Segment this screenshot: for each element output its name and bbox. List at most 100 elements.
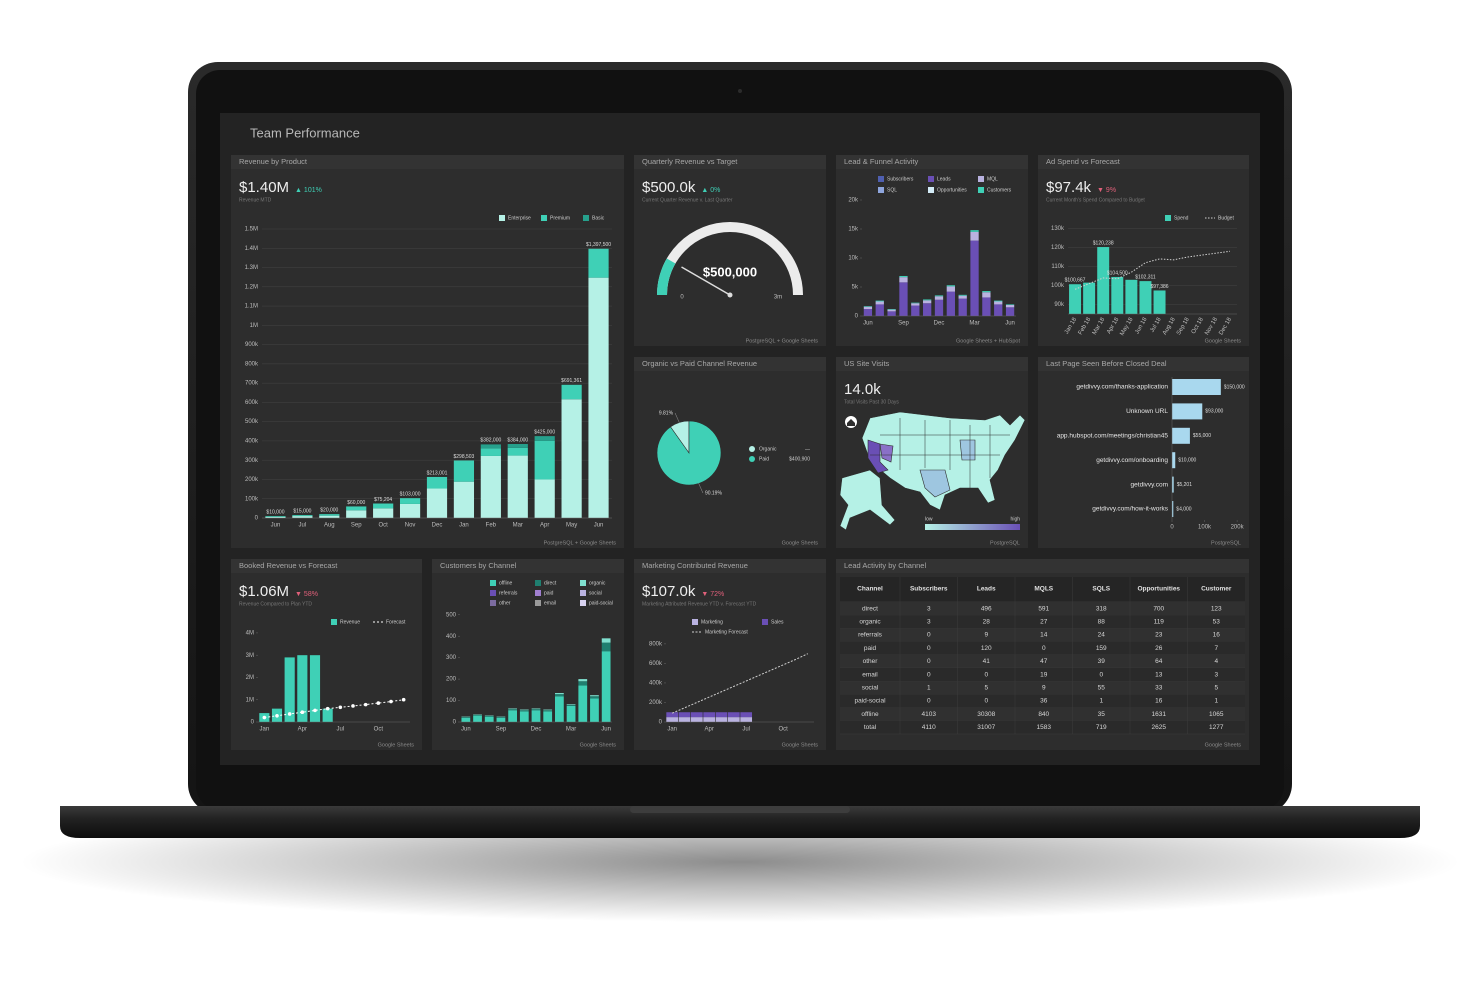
bar [740, 712, 753, 718]
bar [519, 711, 529, 722]
base-notch [630, 806, 850, 813]
column-header: Customer [1201, 586, 1232, 593]
table-row [840, 707, 1245, 721]
bar [970, 240, 979, 316]
x-tick-label: Mar [566, 727, 576, 733]
widget-source: PostgreSQL + Google Sheets [746, 338, 819, 344]
bar [863, 306, 873, 310]
table-cell: 119 [1154, 619, 1165, 626]
bar [1139, 281, 1152, 314]
bar [319, 515, 340, 518]
gauge-hub [727, 292, 733, 298]
total-label: $691,361 [561, 378, 582, 384]
line-series [1074, 250, 1231, 290]
legend-swatch [928, 176, 934, 182]
column-header: Channel [857, 586, 883, 593]
legend-label: Forecast [386, 619, 406, 625]
y-tick-label: 0 [453, 720, 457, 726]
table-cell: 88 [1098, 619, 1106, 626]
table-cell: 1065 [1209, 711, 1224, 718]
legend-label: SQL [887, 187, 897, 193]
bar [946, 291, 955, 316]
bar [534, 436, 555, 441]
legend-swatch [331, 619, 337, 625]
total-label: $384,000 [507, 437, 528, 443]
x-tick-label: Jan [459, 523, 469, 529]
bar [496, 717, 506, 722]
bar [373, 508, 394, 518]
x-tick-label: 0 [1170, 525, 1174, 531]
y-tick-label: 3M [246, 653, 254, 659]
table-row [840, 654, 1245, 668]
gauge-value-label: $500,000 [703, 264, 757, 279]
bar [1172, 476, 1174, 493]
bar [322, 708, 333, 722]
table-cell: 4103 [922, 711, 937, 718]
bar [292, 515, 313, 517]
x-tick-label: Dec [531, 727, 542, 733]
gauge-tick-label: 0 [680, 295, 684, 301]
y-tick-label: 200k [649, 700, 663, 706]
table-cell: 23 [1155, 632, 1163, 639]
bar [399, 503, 421, 518]
bar [461, 717, 471, 722]
widget-source: PostgreSQL [990, 540, 1020, 546]
value-label: $100,667 [1065, 278, 1086, 284]
x-tick-label: 200k [1231, 525, 1245, 531]
table-cell: 1277 [1209, 724, 1224, 731]
x-tick-label: Oct [778, 727, 788, 733]
bar [727, 717, 740, 722]
table-cell: 591 [1038, 605, 1049, 612]
line-series [671, 653, 809, 714]
bar [346, 510, 367, 518]
table-cell: email [862, 671, 878, 678]
y-tick-label: 2M [246, 675, 254, 681]
y-tick-label: 100k [245, 496, 259, 502]
y-tick-label: 1.4M [245, 246, 258, 252]
x-tick-label: Apr [540, 523, 549, 529]
column-header: MQLS [1034, 586, 1053, 593]
x-tick-label: Dec [934, 321, 945, 327]
bar [690, 717, 703, 722]
widget-source: Google Sheets [1205, 742, 1242, 748]
legend-swatch [978, 176, 984, 182]
y-tick-label: 130k [1051, 226, 1065, 232]
y-tick-label: 100k [1051, 283, 1065, 289]
bar [461, 717, 471, 718]
bar [534, 440, 555, 480]
legend-swatch [878, 187, 884, 193]
table-cell: 1 [1214, 698, 1218, 705]
line-marker [325, 706, 330, 711]
y-tick-label: 5k [852, 285, 859, 291]
bar [566, 704, 576, 706]
bar [715, 712, 728, 718]
legend-swatch [583, 215, 589, 221]
widget-header [432, 559, 624, 573]
y-tick-label: 400k [245, 439, 259, 445]
table-cell: 19 [1040, 671, 1048, 678]
bar [473, 715, 482, 722]
value-label: $55,000 [1193, 433, 1211, 439]
widget-title: Ad Spend vs Forecast [1046, 157, 1121, 166]
table-cell: 4 [1214, 658, 1218, 665]
table-header-row [840, 577, 1245, 601]
bar [507, 455, 528, 518]
bar [946, 286, 955, 292]
widget-header [231, 155, 624, 169]
table-cell: 0 [1099, 671, 1103, 678]
x-tick-label: Jun [271, 523, 281, 529]
total-label: $20,000 [320, 507, 338, 513]
category-label: getdivvy.com/thanks-application [1076, 384, 1168, 391]
y-tick-label: 10k [848, 256, 859, 262]
line-marker [313, 708, 317, 713]
bar [923, 300, 932, 304]
bar [480, 444, 501, 449]
bar [1111, 276, 1124, 314]
line-marker [376, 701, 381, 705]
y-tick-label: 300 [446, 655, 457, 661]
pie-leader [674, 412, 680, 423]
bar [566, 705, 576, 722]
legend-label: Opportunities [937, 187, 967, 193]
total-label: $425,000 [534, 429, 555, 435]
